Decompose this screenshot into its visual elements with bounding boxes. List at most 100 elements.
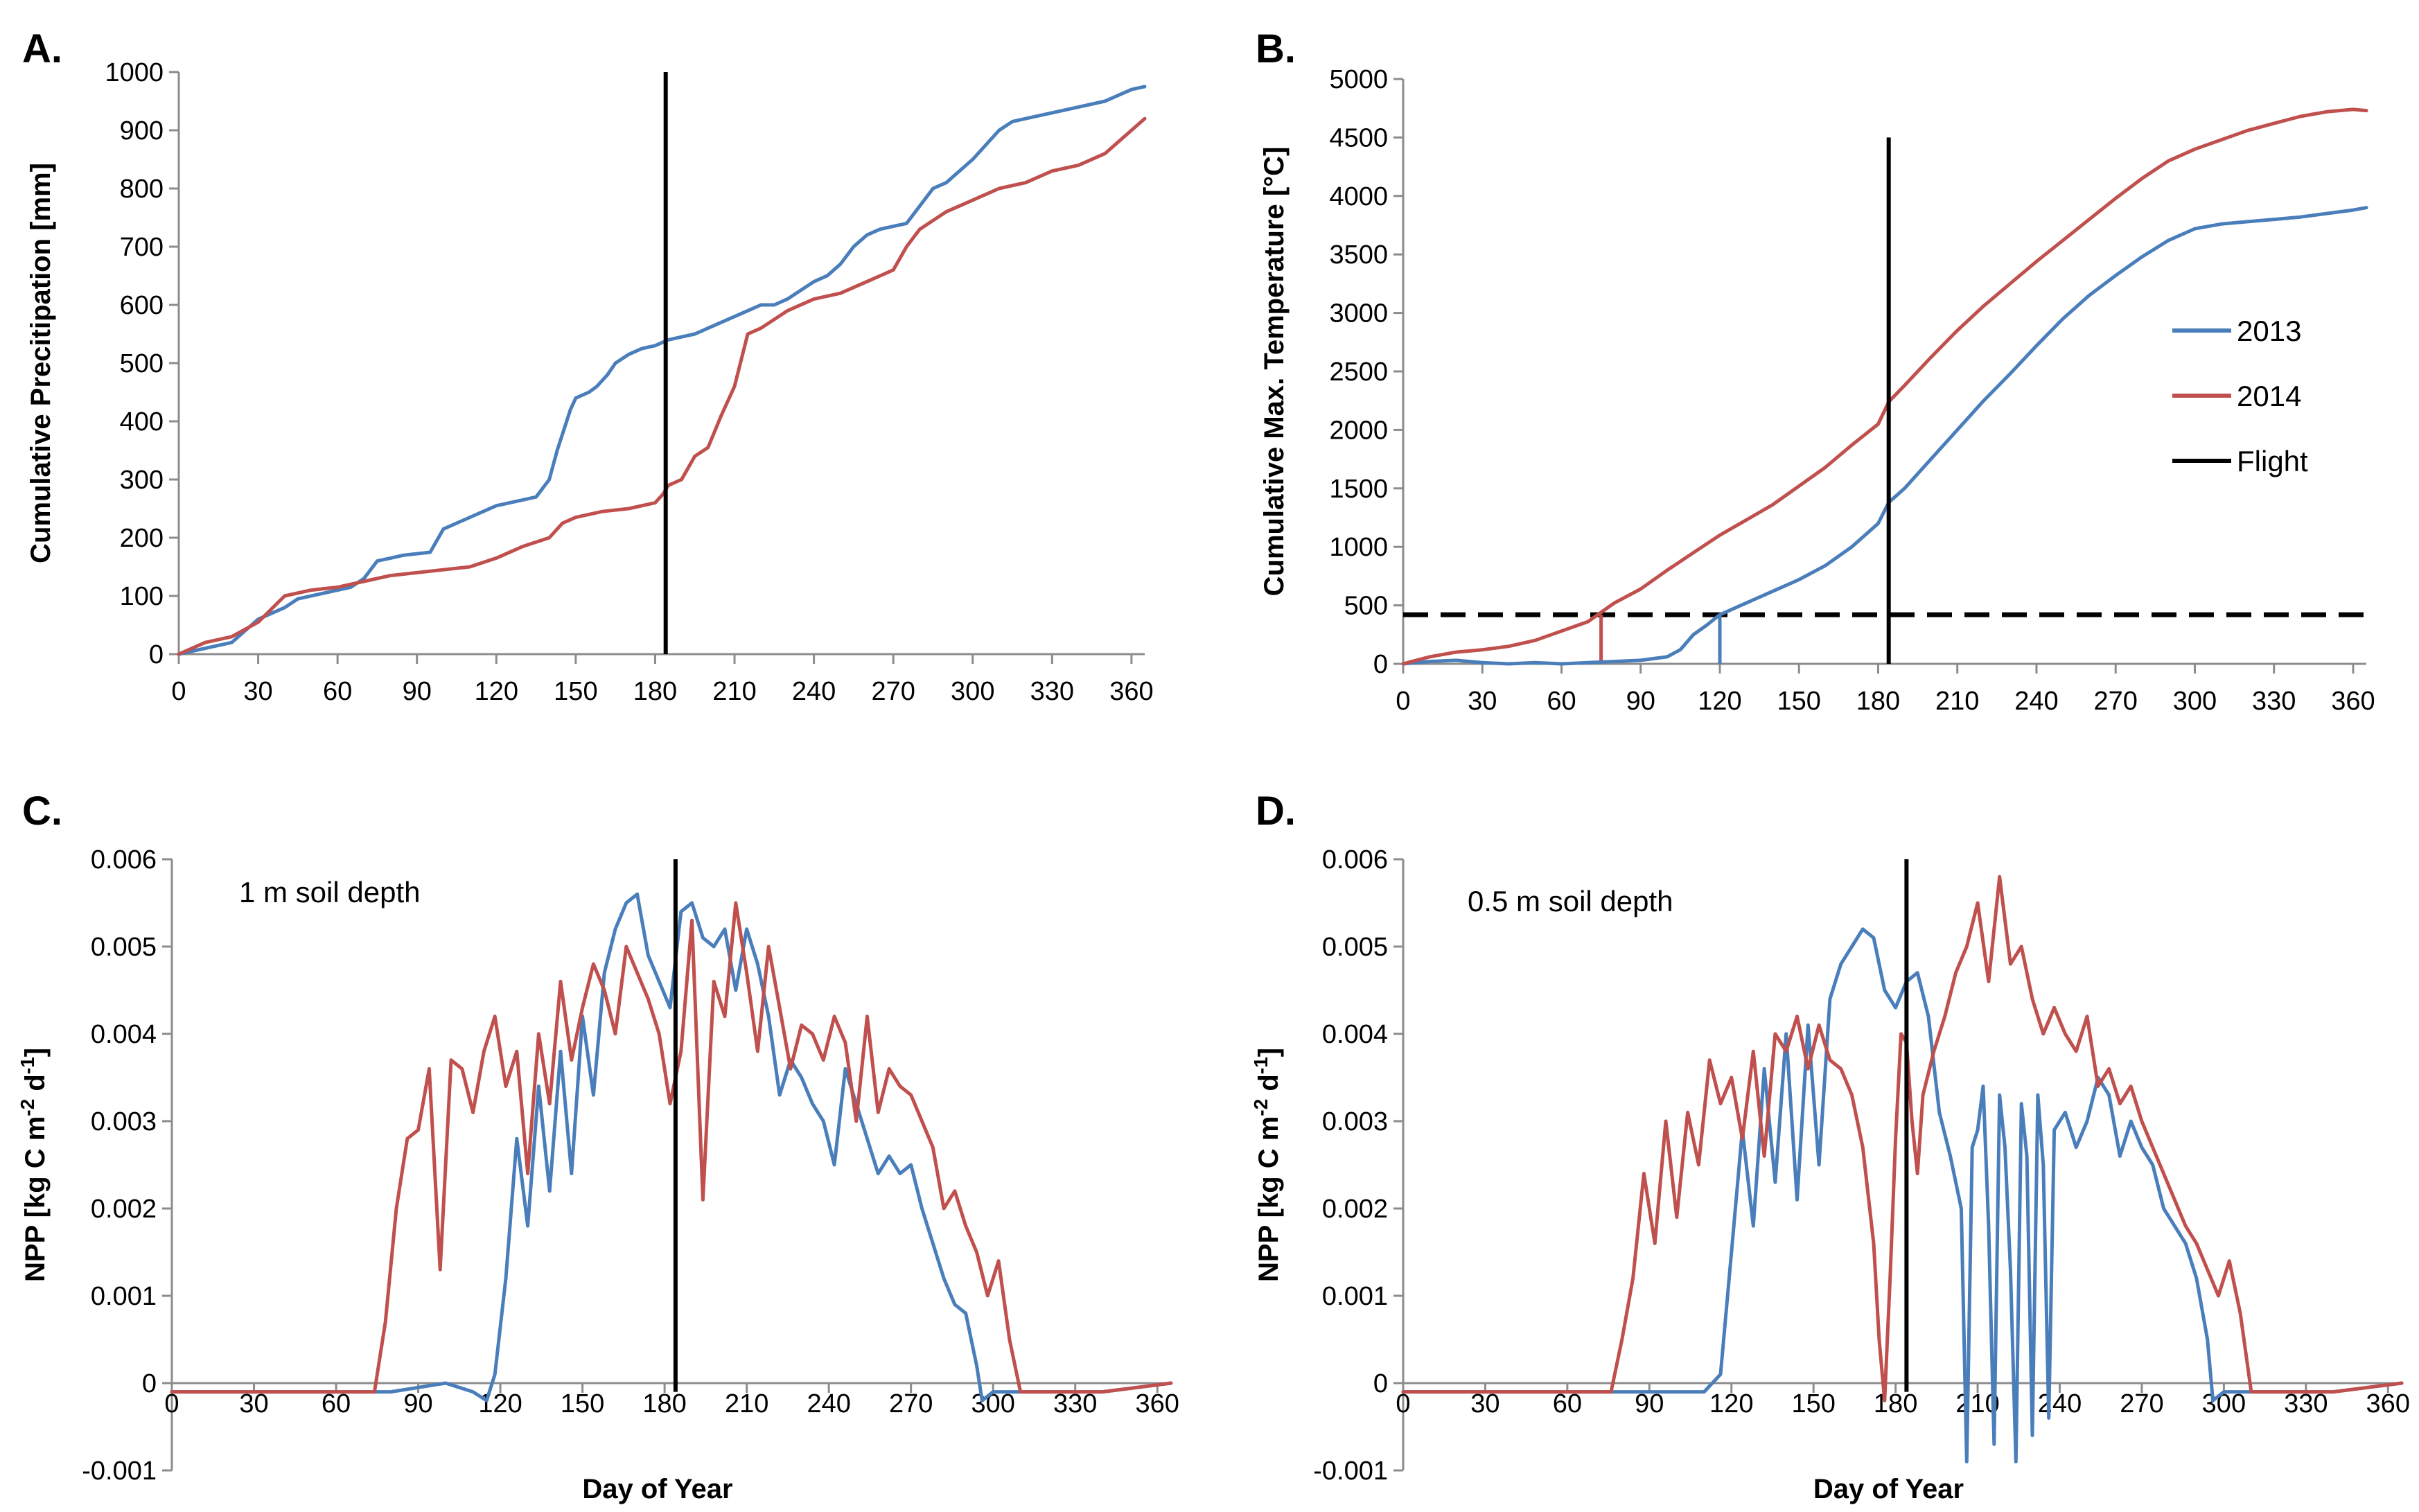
x-tick-label: 240	[792, 677, 836, 706]
x-tick-label: 210	[1935, 687, 1979, 716]
x-tick-label: 120	[1698, 687, 1741, 716]
y-axis-title-superscript: -2	[1250, 1099, 1272, 1116]
legend-label-2014: 2014	[2237, 380, 2301, 412]
y-axis-title: NPP [kg C m-2 d-1]	[17, 1048, 51, 1282]
series-line-2014	[1401, 107, 2368, 666]
y-tick-label: 0.006	[1322, 845, 1388, 874]
y-tick-label: 100	[120, 582, 164, 611]
x-tick-label: 120	[475, 677, 518, 706]
y-tick-label: 500	[1344, 592, 1388, 621]
panel-d: D. 0.5 m soil depth -0.001 0 0.001 0.002 0.0…	[1250, 789, 2410, 1504]
y-tick-label: 500	[120, 349, 164, 378]
series-line-2014	[1401, 874, 2404, 1403]
x-tick-label: 360	[1136, 1389, 1179, 1418]
x-tick-label: 270	[871, 677, 915, 706]
x-tick-label: 60	[323, 677, 352, 706]
panel-b-legend: 2013 2014 Flight	[2172, 315, 2308, 477]
y-tick-label: 4500	[1329, 123, 1388, 152]
legend-item-flight: Flight	[2172, 445, 2308, 477]
x-tick-label: 90	[1626, 687, 1655, 716]
x-tick-label: 330	[2252, 687, 2296, 716]
x-axis-title: Day of Year	[1813, 1474, 1964, 1504]
y-axis-title-part: ]	[20, 1048, 51, 1057]
y-tick-label: -0.001	[1313, 1457, 1388, 1486]
x-tick-label: 0	[1396, 1389, 1410, 1418]
x-tick-label: 60	[322, 1389, 351, 1418]
panel-b: B. 0500100015002000250030003500400045005…	[1256, 26, 2375, 716]
y-tick-label: 0.004	[91, 1020, 157, 1049]
y-tick-label: -0.001	[82, 1457, 157, 1486]
series-line-2013	[177, 85, 1147, 656]
x-tick-label: 150	[561, 1389, 604, 1418]
x-tick-label: 360	[2366, 1389, 2410, 1418]
x-tick-label: 60	[1547, 687, 1576, 716]
y-tick-label: 3000	[1329, 299, 1388, 328]
x-tick-label: 210	[712, 677, 756, 706]
y-axis-title-part: NPP [kg C m	[20, 1116, 51, 1282]
x-tick-label: 60	[1553, 1389, 1582, 1418]
y-axis-title: Cumulative Precitipation [mm]	[26, 163, 56, 563]
panel-b-plot: 0500100015002000250030003500400045005000…	[1259, 65, 2375, 716]
panel-c: C. 1 m soil depth -0.001 0 0.001 0.002 0.003…	[17, 789, 1179, 1504]
x-tick-label: 0	[171, 677, 186, 706]
y-tick-label: 3500	[1329, 240, 1388, 270]
x-tick-label: 300	[951, 677, 994, 706]
x-tick-label: 150	[1777, 687, 1821, 716]
y-tick-label: 0	[149, 640, 164, 669]
y-axis-title: Cumulative Max. Temperature [°C]	[1259, 147, 1290, 597]
y-tick-label: 0.002	[91, 1195, 157, 1224]
y-tick-label: 600	[120, 291, 164, 320]
x-tick-label: 270	[889, 1389, 933, 1418]
series-line-2013	[1401, 206, 2368, 666]
y-tick-label: 0.005	[91, 933, 157, 962]
panel-d-plot: -0.001 0 0.001 0.002 0.003 0.004 0.005 0.006 0 30…	[1250, 845, 2410, 1504]
y-axis-title-part: d	[20, 1074, 51, 1099]
y-tick-label: 4000	[1329, 182, 1388, 211]
y-tick-label: 700	[120, 233, 164, 262]
x-tick-label: 0	[164, 1389, 179, 1418]
y-tick-label: 0	[142, 1369, 157, 1398]
panel-c-letter: C.	[22, 789, 62, 834]
y-tick-label: 0	[1373, 650, 1388, 679]
y-tick-label: 0.006	[91, 845, 157, 874]
x-tick-label: 30	[243, 677, 272, 706]
x-tick-label: 30	[239, 1389, 268, 1418]
y-tick-label: 300	[120, 466, 164, 495]
panel-a-plot: 0 100 200 300 400 500 600 700 800 900 1000 0 30 60 90 1…	[26, 58, 1154, 706]
x-tick-label: 120	[478, 1389, 522, 1418]
y-tick-label: 5000	[1329, 65, 1388, 94]
x-tick-label: 360	[1109, 677, 1153, 706]
y-axis-title-superscript: -2	[17, 1099, 38, 1116]
y-tick-label: 200	[120, 524, 164, 553]
panel-d-letter: D.	[1256, 789, 1296, 834]
y-axis-title-part: ]	[1254, 1048, 1284, 1057]
y-tick-label: 800	[120, 175, 164, 204]
y-tick-label: 2000	[1329, 416, 1388, 445]
panel-c-annotation: 1 m soil depth	[239, 876, 420, 908]
x-tick-label: 150	[554, 677, 597, 706]
y-tick-label: 0.001	[91, 1282, 157, 1311]
legend-label-2013: 2013	[2237, 315, 2301, 347]
x-tick-label: 180	[1856, 687, 1900, 716]
x-tick-label: 240	[2014, 687, 2058, 716]
x-tick-label: 270	[2120, 1389, 2163, 1418]
x-tick-label: 210	[725, 1389, 768, 1418]
x-tick-label: 240	[2038, 1389, 2082, 1418]
y-axis-title: NPP [kg C m-2 d-1]	[1250, 1048, 1285, 1282]
panel-a-letter: A.	[22, 26, 62, 71]
panel-c-plot: -0.001 0 0.001 0.002 0.003 0.004 0.005 0.006 0 30…	[17, 845, 1179, 1504]
x-tick-label: 270	[2094, 687, 2138, 716]
series-line-2014	[177, 116, 1147, 656]
x-tick-label: 30	[1468, 687, 1497, 716]
y-axis-title-superscript: -1	[17, 1057, 38, 1074]
y-tick-label: 0.004	[1322, 1020, 1388, 1049]
x-tick-label: 330	[1030, 677, 1074, 706]
y-axis-title-part: NPP [kg C m	[1254, 1116, 1284, 1282]
x-tick-label: 300	[971, 1389, 1015, 1418]
x-tick-label: 180	[1874, 1389, 1917, 1418]
x-tick-label: 360	[2331, 687, 2375, 716]
x-tick-label: 180	[633, 677, 677, 706]
panel-a: A. 0 100 200 300 400 500 600 700 800 900 1000 0 30 60…	[22, 26, 1154, 706]
y-tick-label: 0.003	[1322, 1107, 1388, 1136]
